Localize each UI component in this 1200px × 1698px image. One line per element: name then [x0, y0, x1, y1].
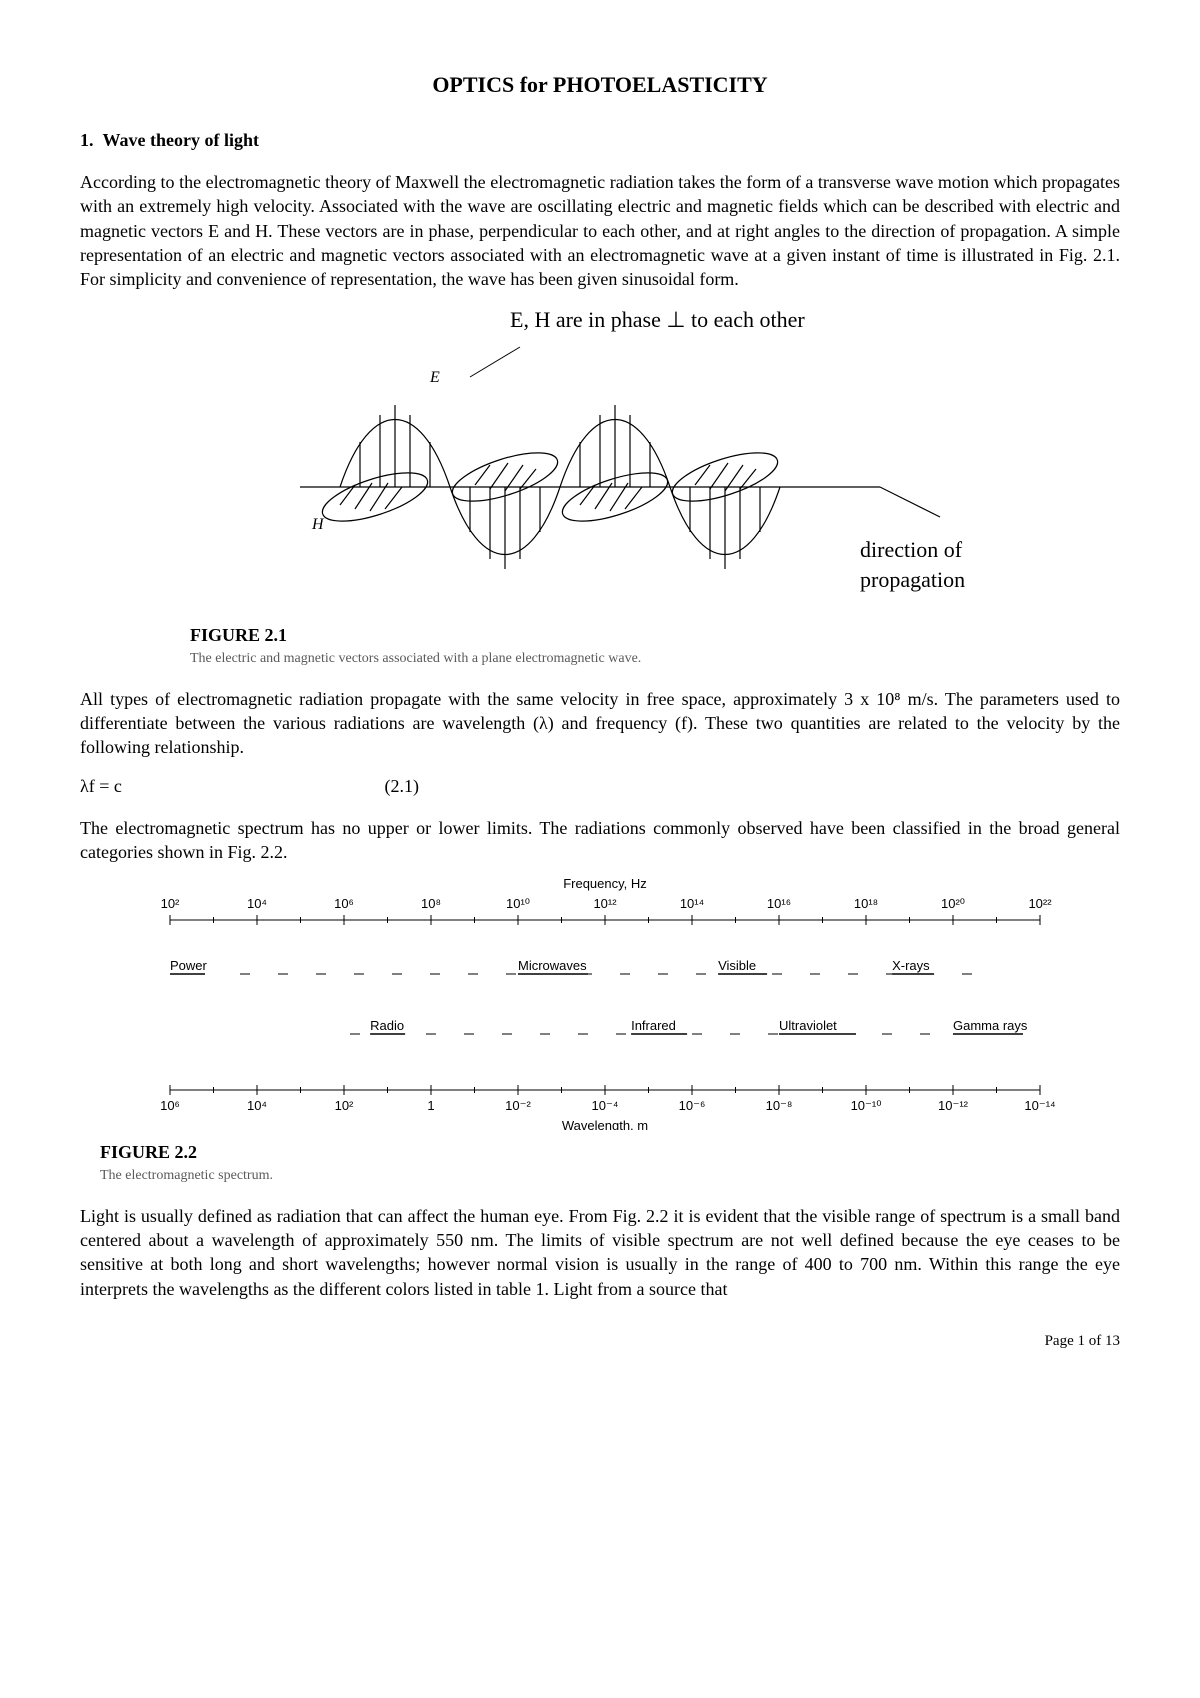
section-heading: 1. Wave theory of light [80, 128, 1120, 152]
freq-tick-label: 10¹⁴ [680, 896, 704, 911]
spectrum-band-ultraviolet: Ultraviolet [779, 1018, 837, 1033]
annotation-dir-2: propagation [860, 567, 965, 592]
figure-2-2-caption: The electromagnetic spectrum. [100, 1167, 1120, 1186]
wave-tick-label: 10⁻² [505, 1098, 531, 1113]
equation-number: (2.1) [385, 774, 420, 798]
wave-tick-label: 10⁻⁸ [766, 1098, 793, 1113]
equation-2-1: λf = c (2.1) [80, 774, 1120, 798]
wave-tick-label: 10⁻⁴ [592, 1098, 619, 1113]
freq-tick-label: 10⁶ [334, 896, 354, 911]
spectrum-band-gamma-rays: Gamma rays [953, 1018, 1028, 1033]
label-E: E [429, 369, 440, 386]
figure-2-2-label: FIGURE 2.2 [100, 1140, 1120, 1164]
paragraph-3: The electromagnetic spectrum has no uppe… [80, 816, 1120, 865]
spectrum-band-infrared: Infrared [631, 1018, 676, 1033]
paragraph-4: Light is usually defined as radiation th… [80, 1204, 1120, 1301]
figure-2-1-label: FIGURE 2.1 [190, 623, 1120, 647]
equation-expr: λf = c [80, 774, 380, 798]
wave-tick-label: 10⁻¹² [938, 1098, 969, 1113]
wave-tick-label: 10² [335, 1098, 354, 1113]
spectrum-band-power: Power [170, 958, 208, 973]
freq-tick-label: 10² [161, 896, 180, 911]
spectrum-band-x-rays: X-rays [892, 958, 930, 973]
label-H: H [311, 516, 325, 533]
wave-tick-label: 10⁻¹⁰ [851, 1098, 882, 1113]
section-title: Wave theory of light [103, 130, 259, 150]
wave-tick-label: 10⁻⁶ [679, 1098, 706, 1113]
section-number: 1. [80, 130, 94, 150]
page-title: OPTICS for PHOTOELASTICITY [80, 70, 1120, 100]
annotation-top: E, H are in phase ⊥ to each other [510, 307, 805, 332]
wave-tick-label: 10⁻¹⁴ [1024, 1098, 1055, 1113]
wave-tick-label: 10⁶ [160, 1098, 180, 1113]
freq-tick-label: 10⁸ [421, 896, 441, 911]
paragraph-2: All types of electromagnetic radiation p… [80, 687, 1120, 760]
paragraph-1: According to the electromagnetic theory … [80, 170, 1120, 291]
freq-tick-label: 10¹² [593, 896, 617, 911]
spectrum-band-radio: Radio [370, 1018, 404, 1033]
freq-tick-label: 10²² [1028, 896, 1052, 911]
freq-axis-title: Frequency, Hz [563, 876, 647, 891]
freq-tick-label: 10¹⁸ [854, 896, 878, 911]
freq-tick-label: 10⁴ [247, 896, 267, 911]
spectrum-band-microwaves: Microwaves [518, 958, 587, 973]
freq-tick-label: 10¹⁰ [506, 896, 530, 911]
wave-tick-label: 10⁴ [247, 1098, 267, 1113]
freq-tick-label: 10¹⁶ [767, 896, 791, 911]
figure-2-1-caption: The electric and magnetic vectors associ… [190, 650, 1120, 669]
figure-2-1: E, H are in phase ⊥ to each other E H [80, 297, 1120, 617]
freq-tick-label: 10²⁰ [941, 896, 965, 911]
wave-axis-title: Wavelength, m [562, 1118, 648, 1130]
spectrum-band-visible: Visible [718, 958, 756, 973]
annotation-dir-1: direction of [860, 537, 963, 562]
wave-tick-label: 1 [427, 1098, 434, 1113]
page-footer: Page 1 of 13 [80, 1331, 1120, 1351]
figure-2-2: Frequency, Hz 10² 10⁴ 10⁶ 10⁸ 10¹⁰ 10¹² 10¹⁴ 10¹… [80, 870, 1120, 1130]
